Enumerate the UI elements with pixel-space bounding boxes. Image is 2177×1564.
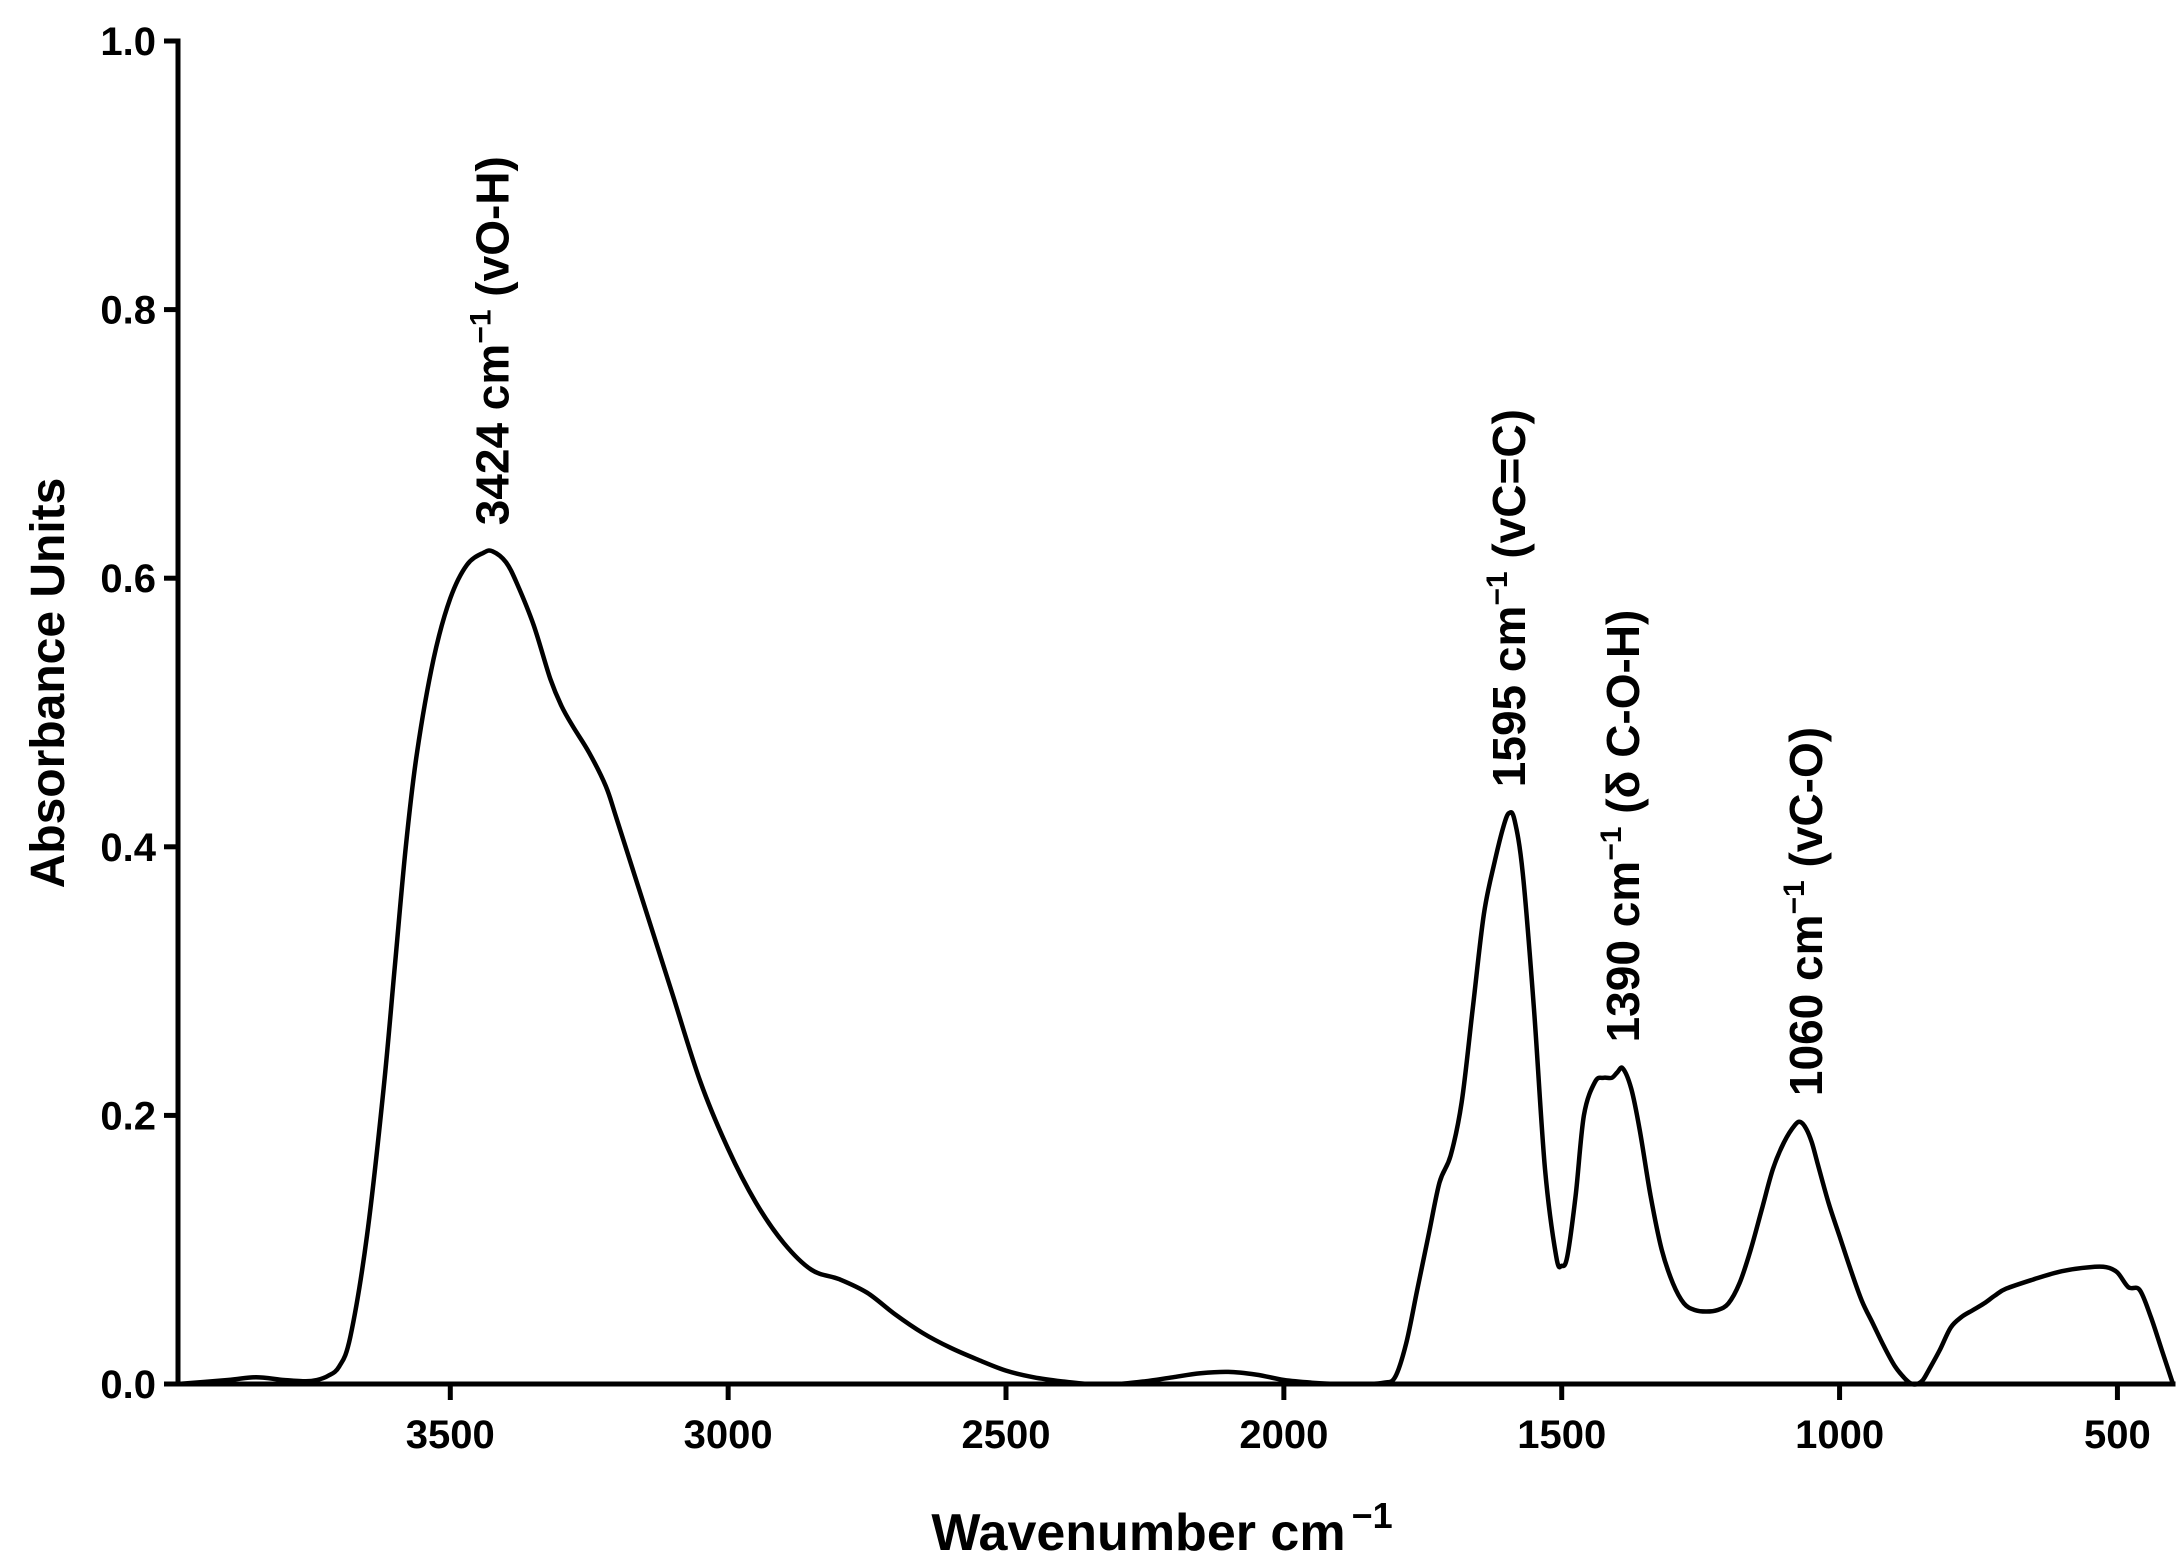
x-tick-label: 3500 xyxy=(406,1413,495,1457)
y-ticks: 0.0 0.2 0.4 0.6 0.8 1.0 xyxy=(100,20,178,1407)
y-tick-label: 0.2 xyxy=(100,1094,156,1138)
y-tick-label: 0.4 xyxy=(100,826,156,870)
peak-annotation-assignment: (vC-O) xyxy=(1780,727,1832,880)
peak-annotations: 3424 cm−1 (vO-H)1595 cm−1 (vC=C)1390 cm−… xyxy=(465,156,1833,1096)
y-tick-label: 0.0 xyxy=(100,1363,156,1407)
absorbance-series-line xyxy=(175,548,2176,1387)
x-axis-title-text: Wavenumber cm xyxy=(931,1504,1345,1562)
peak-annotation-exponent: −1 xyxy=(1481,571,1514,605)
y-axis-title: Absorbance Units xyxy=(22,478,75,889)
x-tick-label: 2500 xyxy=(962,1413,1051,1457)
peak-annotation: 1390 cm−1 (δ C-O-H) xyxy=(1595,610,1649,1043)
x-tick-label: 1500 xyxy=(1517,1413,1606,1457)
peak-annotation-assignment: (δ C-O-H) xyxy=(1597,610,1649,827)
peak-annotation-value: 1595 cm xyxy=(1483,606,1535,788)
x-ticks: 3500 3000 2500 2000 1500 1000 500 xyxy=(406,1384,2151,1457)
peak-annotation-assignment: (vC=C) xyxy=(1483,409,1535,571)
peak-annotation-exponent: −1 xyxy=(1778,880,1811,914)
peak-annotation: 3424 cm−1 (vO-H) xyxy=(465,156,519,525)
peak-annotation-value: 3424 cm xyxy=(467,344,519,526)
x-tick-label: 500 xyxy=(2084,1413,2151,1457)
x-axis-title: Wavenumber cm −1 xyxy=(931,1495,1392,1562)
peak-annotation: 1595 cm−1 (vC=C) xyxy=(1481,409,1535,787)
x-tick-label: 3000 xyxy=(684,1413,773,1457)
peak-annotation-value: 1060 cm xyxy=(1780,914,1832,1096)
y-tick-label: 1.0 xyxy=(100,20,156,64)
peak-annotation-value: 1390 cm xyxy=(1597,861,1649,1043)
peak-annotation-exponent: −1 xyxy=(1595,827,1628,861)
peak-annotation: 1060 cm−1 (vC-O) xyxy=(1778,727,1832,1096)
peak-annotation-assignment: (vO-H) xyxy=(467,156,519,309)
peak-annotation-exponent: −1 xyxy=(465,309,498,343)
y-tick-label: 0.6 xyxy=(100,557,156,601)
x-axis-title-unit-exponent: −1 xyxy=(1352,1495,1393,1536)
x-tick-label: 1000 xyxy=(1795,1413,1884,1457)
x-tick-label: 2000 xyxy=(1239,1413,1328,1457)
y-tick-label: 0.8 xyxy=(100,289,156,333)
